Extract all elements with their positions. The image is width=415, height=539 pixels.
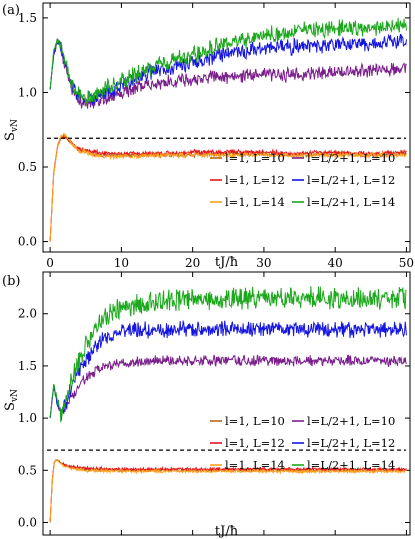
y-tick-label: 1.0 <box>18 85 37 99</box>
y-tick-label: 0.0 <box>18 235 37 249</box>
y-tick-label: 1.5 <box>18 359 37 373</box>
legend-label: l=1, L=14 <box>225 195 285 209</box>
series-line <box>49 286 407 423</box>
series-line <box>49 134 407 242</box>
y-axis-label: SvN <box>3 389 20 411</box>
x-tick-label: 50 <box>399 256 414 270</box>
x-tick-label: 0 <box>46 256 54 270</box>
x-axis-label: tJ/ħ <box>215 255 239 270</box>
series-line <box>49 132 407 242</box>
legend-label: l=L/2+1, L=12 <box>307 173 395 187</box>
legend-label: l=L/2+1, L=14 <box>307 458 395 472</box>
y-axis-label: SvN <box>3 119 20 141</box>
plot-frame <box>42 271 411 536</box>
legend-label: l=1, L=10 <box>225 414 285 428</box>
panel-label: (b) <box>2 274 20 289</box>
series-line <box>49 319 407 421</box>
y-tick-label: 1.0 <box>18 411 37 425</box>
legend-label: l=1, L=14 <box>225 458 285 472</box>
y-tick-label: 0.5 <box>18 463 37 477</box>
legend-label: l=L/2+1, L=12 <box>307 436 395 450</box>
x-tick-label: 30 <box>256 256 271 270</box>
series-line <box>49 38 407 109</box>
plot-frame <box>42 2 411 253</box>
y-tick-label: 2.0 <box>18 307 37 321</box>
series-line <box>49 17 407 107</box>
y-tick-label: 1.5 <box>18 11 37 25</box>
panel-label: (a) <box>2 3 20 18</box>
legend-label: l=L/2+1, L=14 <box>307 195 395 209</box>
x-tick-label: 10 <box>114 256 129 270</box>
y-tick-label: 0.5 <box>18 160 37 174</box>
legend-label: l=1, L=10 <box>225 151 285 165</box>
legend-label: l=1, L=12 <box>225 436 285 450</box>
series-line <box>49 458 407 523</box>
y-tick-label: 0.0 <box>18 515 37 529</box>
legend-label: l=1, L=12 <box>225 173 285 187</box>
legend-label: l=L/2+1, L=10 <box>307 151 395 165</box>
x-tick-label: 20 <box>185 256 200 270</box>
x-axis-label: tJ/ħ <box>215 524 239 539</box>
series-line <box>49 353 407 419</box>
series-line <box>49 33 407 107</box>
legend-label: l=L/2+1, L=10 <box>307 414 395 428</box>
x-tick-label: 40 <box>328 256 343 270</box>
panel-a: 0 10 20 30 40 50 0.0 0.5 1.0 1.5 l=1, L=10 l=1, L=1… <box>2 2 414 270</box>
